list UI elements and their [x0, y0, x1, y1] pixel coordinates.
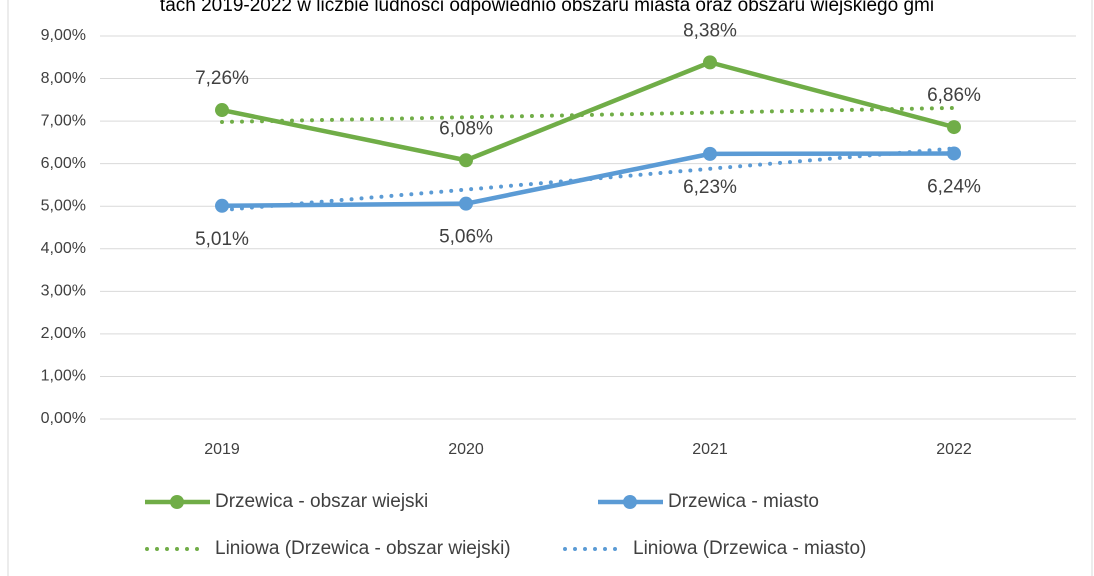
y-tick-label: 1,00%: [41, 368, 86, 385]
y-tick-label: 6,00%: [41, 155, 86, 172]
marker: [947, 120, 961, 135]
x-tick-label: 2019: [204, 441, 240, 458]
marker: [215, 103, 229, 118]
x-tick-label: 2021: [692, 441, 728, 458]
marker: [703, 55, 717, 70]
data-label: 7,26%: [195, 68, 249, 89]
trend-line: [220, 105, 956, 124]
y-tick-label: 8,00%: [41, 70, 86, 87]
y-tick-label: 0,00%: [41, 410, 86, 427]
legend-label: Drzewica - obszar wiejski: [215, 491, 428, 512]
legend-marker: [170, 495, 184, 509]
legend-label: Drzewica - miasto: [668, 491, 819, 512]
data-label: 5,06%: [439, 227, 493, 248]
series-line: [219, 151, 957, 209]
y-tick-label: 4,00%: [41, 240, 86, 257]
data-label: 6,86%: [927, 85, 981, 106]
legend-label: Liniowa (Drzewica - miasto): [633, 538, 866, 559]
y-tick-label: 9,00%: [41, 27, 86, 44]
data-label: 6,23%: [683, 177, 737, 198]
data-label: 6,08%: [439, 118, 493, 139]
x-tick-label: 2020: [448, 441, 484, 458]
chart-title: tach 2019-2022 w liczbie ludności odpowi…: [160, 0, 934, 16]
data-label: 8,38%: [683, 20, 737, 41]
data-label: 6,24%: [927, 176, 981, 197]
y-tick-label: 5,00%: [41, 197, 86, 214]
marker: [947, 146, 961, 161]
data-label: 5,01%: [195, 229, 249, 250]
legend-marker: [623, 495, 637, 509]
y-tick-label: 3,00%: [41, 283, 86, 300]
legend-label: Liniowa (Drzewica - obszar wiejski): [215, 538, 511, 559]
chart-frame: [7, 0, 1093, 576]
x-tick-label: 2022: [936, 441, 972, 458]
marker: [459, 153, 473, 168]
series-line: [219, 60, 957, 163]
y-tick-label: 7,00%: [41, 112, 86, 129]
marker: [703, 146, 717, 161]
marker: [459, 196, 473, 211]
y-tick-label: 2,00%: [41, 325, 86, 342]
marker: [215, 198, 229, 213]
